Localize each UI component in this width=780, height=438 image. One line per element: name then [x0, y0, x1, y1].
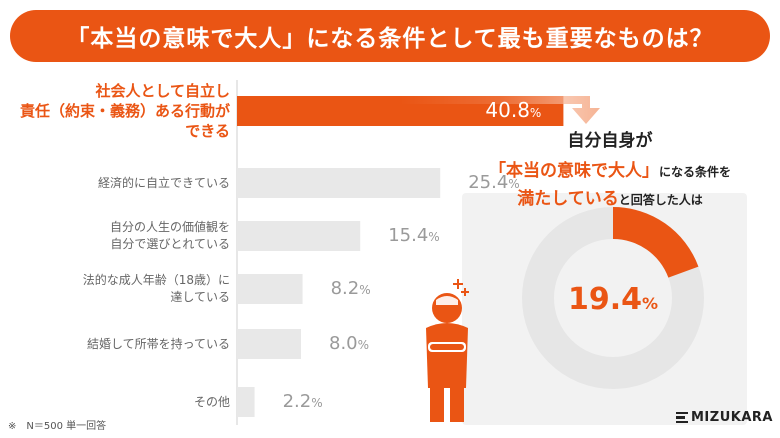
bar-category-label: 結婚して所帯を持っている	[0, 336, 230, 353]
bar-value-number: 8.0	[329, 333, 358, 354]
bar-category-label-line: 達している	[170, 290, 230, 304]
bar-category-label-line: 法的な成人年齢（18歳）に	[82, 273, 230, 287]
bar-category-label-line: 自分の人生の価値観を	[109, 220, 230, 234]
bar-category-label: 法的な成人年齢（18歳）に達している	[0, 272, 230, 306]
bar-category-label: 社会人として自立し責任（約束・義務）ある行動ができる	[0, 81, 230, 141]
bar	[237, 168, 441, 198]
page-title-rest: になる条件として最も重要なものは？	[306, 26, 714, 52]
bar-value-number: 40.8	[485, 98, 530, 122]
pie-title-text: になる条件を	[658, 165, 731, 179]
bar	[237, 221, 361, 251]
bar-value-number: 2.2	[282, 391, 312, 412]
header-banner: 「本当の意味で大人」になる条件として最も重要なものは？	[10, 10, 770, 62]
bar-category-label-line: 自分で選びとれている	[110, 237, 230, 251]
pie-value-label: 19.4%	[548, 282, 678, 317]
pie-title-text: と回答した人は	[618, 193, 703, 207]
sparkle-icon	[461, 288, 469, 296]
pie-title-highlight: 満たしている	[517, 189, 619, 209]
bar-value-label: 8.2%	[331, 278, 371, 299]
bar-value-label: 8.0%	[329, 333, 369, 354]
sample-note: ※ N＝500 単一回答	[8, 421, 107, 432]
bar-category-label-line: 経済的に自立できている	[97, 175, 230, 190]
bar-category-label-line: 結婚して所帯を持っている	[86, 336, 230, 351]
bar-value-unit: %	[357, 338, 370, 352]
bar	[237, 387, 255, 417]
bar-value-label: 2.2%	[283, 391, 323, 412]
pie-title-line-2: 「本当の意味で大人」になる条件を	[450, 156, 770, 181]
pie-title-line-3: 満たしていると回答した人は	[450, 184, 770, 209]
person-leg-icon	[430, 388, 444, 422]
bar-category-label: 経済的に自立できている	[0, 175, 230, 192]
bar	[237, 274, 303, 304]
bar-value-label: 25.4%	[468, 172, 519, 193]
bar-value-unit: %	[428, 230, 440, 244]
bar-value-label: 40.8%	[485, 98, 541, 122]
bar	[237, 329, 301, 359]
bar-category-label-line: できる	[185, 122, 230, 140]
bar-value-number: 8.2	[330, 278, 360, 299]
bar-category-label-line: その他	[193, 394, 230, 409]
bar-category-label-line: 社会人として自立し	[95, 82, 230, 100]
bar-value-unit: %	[529, 106, 542, 120]
page-title: 「本当の意味で大人」になる条件として最も重要なものは？	[66, 19, 713, 53]
bar-value-unit: %	[311, 396, 323, 410]
person-body-icon	[426, 323, 468, 388]
flow-arrow-icon	[400, 96, 600, 124]
pie-title-line-1: 自分自身が	[450, 126, 770, 151]
pie-title-highlight: 「本当の意味で大人」	[488, 161, 659, 181]
bar-category-label-line: 責任（約束・義務）ある行動が	[19, 102, 230, 120]
sparkle-icon	[453, 279, 463, 289]
page-title-highlight: 「本当の意味で大人」	[66, 26, 307, 52]
pie-value-number: 19.4	[567, 282, 642, 317]
logo-text: MIZUKARA	[691, 410, 773, 425]
bar-value-unit: %	[359, 283, 371, 297]
person-leg-icon	[450, 388, 464, 422]
bar-value-label: 15.4%	[388, 225, 439, 246]
pie-title-text: 自分自身が	[567, 131, 653, 151]
brand-logo: MIZUKARA	[676, 410, 773, 425]
person-arms-icon	[430, 344, 464, 350]
bar-value-number: 25.4	[468, 172, 509, 193]
bar-value-unit: %	[508, 177, 520, 191]
pie-value-unit: %	[642, 294, 659, 313]
logo-mark-icon	[676, 411, 688, 424]
bar-value-number: 15.4	[388, 225, 429, 246]
bar-category-label: 自分の人生の価値観を 自分で選びとれている	[0, 219, 230, 253]
pie-slice	[613, 207, 699, 278]
bar-category-label: その他	[0, 394, 230, 411]
person-hair-icon	[436, 296, 458, 305]
